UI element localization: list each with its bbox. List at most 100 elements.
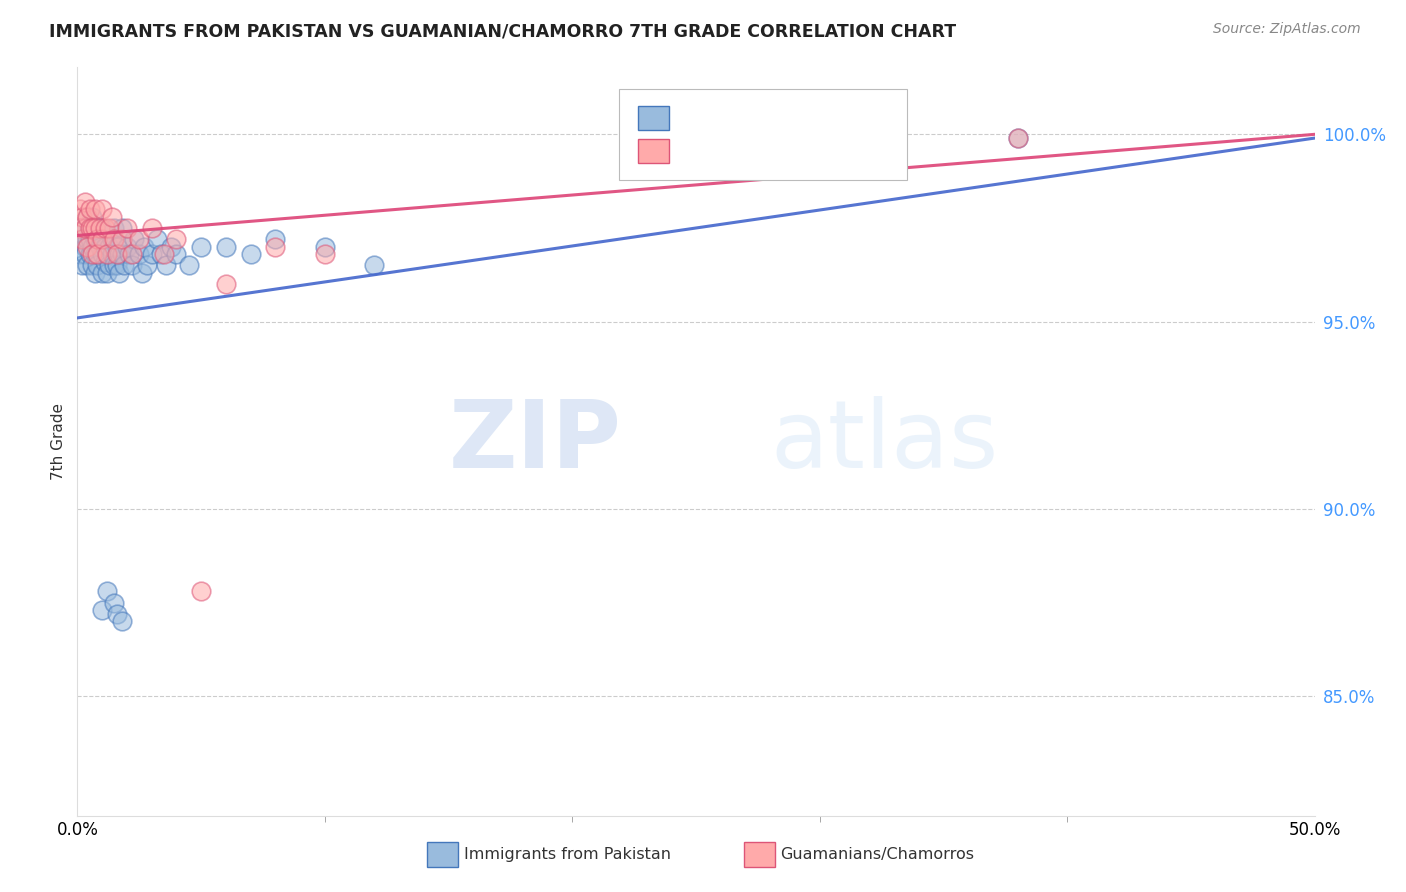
Point [79, 247, 101, 261]
Point [128, 247, 150, 261]
Point [82, 221, 104, 235]
Point [155, 259, 177, 273]
Point [128, 232, 150, 246]
Point [105, 259, 128, 273]
Point [91, 603, 114, 617]
Point [72, 232, 94, 246]
Point [76, 210, 98, 224]
Point [122, 232, 145, 246]
Point [111, 221, 134, 235]
Point [111, 232, 134, 246]
Point [89, 221, 111, 235]
Point [131, 266, 153, 280]
Point [73, 221, 96, 235]
Text: 37: 37 [803, 145, 825, 159]
Point [76, 259, 98, 273]
Point [150, 247, 173, 261]
Point [93, 221, 115, 235]
Point [264, 240, 287, 254]
Point [111, 615, 134, 629]
Point [1007, 131, 1029, 145]
Point [314, 247, 336, 261]
Point [82, 210, 104, 224]
Point [111, 247, 134, 261]
Point [141, 247, 163, 261]
Point [79, 221, 101, 235]
Point [83, 202, 105, 217]
Point [160, 240, 183, 254]
Point [83, 221, 105, 235]
Point [83, 232, 105, 246]
Point [86, 232, 108, 246]
Point [108, 266, 131, 280]
Point [105, 607, 128, 621]
Text: Guamanians/Chamorros: Guamanians/Chamorros [780, 847, 974, 862]
Point [96, 247, 118, 261]
Text: ZIP: ZIP [449, 395, 621, 488]
Point [91, 247, 114, 261]
Point [69, 221, 91, 235]
Text: Source: ZipAtlas.com: Source: ZipAtlas.com [1213, 22, 1361, 37]
Point [72, 259, 94, 273]
Text: Immigrants from Pakistan: Immigrants from Pakistan [464, 847, 671, 862]
Text: N =: N = [772, 145, 808, 159]
Point [96, 266, 118, 280]
Point [103, 232, 125, 246]
Text: R =: R = [679, 112, 714, 126]
Point [165, 232, 187, 246]
Text: N =: N = [772, 112, 808, 126]
Point [91, 202, 114, 217]
Point [103, 596, 125, 610]
Text: R =: R = [679, 145, 714, 159]
Point [73, 240, 96, 254]
Point [72, 210, 94, 224]
Point [98, 240, 121, 254]
Point [91, 266, 114, 280]
Point [103, 259, 125, 273]
Point [82, 259, 104, 273]
Point [112, 259, 135, 273]
Point [98, 221, 121, 235]
Point [76, 210, 98, 224]
Text: 71: 71 [803, 112, 825, 126]
Point [93, 254, 115, 268]
Point [83, 247, 105, 261]
Point [1007, 131, 1029, 145]
Point [89, 221, 111, 235]
Point [145, 232, 167, 246]
Point [96, 247, 118, 261]
Point [79, 232, 101, 246]
Point [72, 232, 94, 246]
Point [83, 266, 105, 280]
Point [215, 240, 238, 254]
Text: atlas: atlas [770, 395, 998, 488]
Point [239, 247, 262, 261]
Point [101, 232, 124, 246]
Point [105, 247, 128, 261]
Point [69, 247, 91, 261]
Point [134, 240, 156, 254]
Text: 0.135: 0.135 [710, 145, 761, 159]
Point [73, 247, 96, 261]
Point [93, 240, 115, 254]
Point [314, 240, 336, 254]
Point [165, 247, 187, 261]
Point [101, 210, 124, 224]
Point [118, 247, 141, 261]
Point [135, 259, 157, 273]
Point [91, 221, 114, 235]
Point [86, 247, 108, 261]
Point [76, 232, 98, 246]
Point [79, 221, 101, 235]
Point [105, 240, 128, 254]
Point [363, 259, 385, 273]
Point [141, 221, 163, 235]
Y-axis label: 7th Grade: 7th Grade [51, 403, 66, 480]
Point [177, 259, 200, 273]
Point [264, 232, 287, 246]
Point [86, 259, 108, 273]
Point [121, 247, 143, 261]
Point [215, 277, 238, 292]
Point [153, 247, 176, 261]
Point [79, 202, 101, 217]
